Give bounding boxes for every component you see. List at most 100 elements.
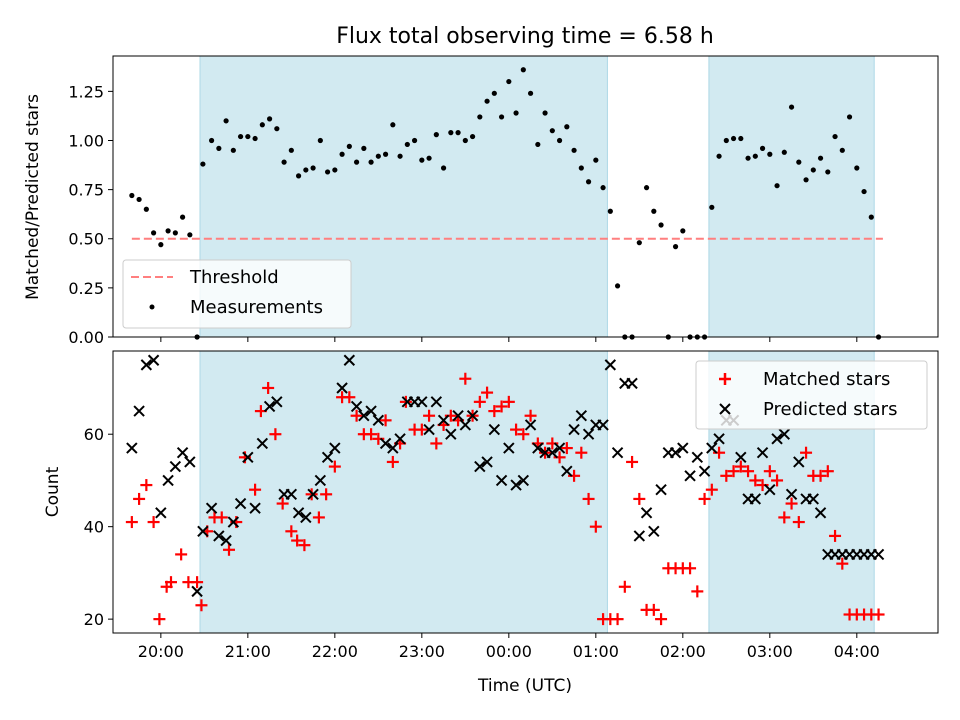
matched-star-point [633, 492, 646, 505]
matched-star-point [510, 423, 523, 436]
x-axis-label: Time (UTC) [477, 676, 572, 696]
xtick-label: 20:00 [138, 642, 184, 661]
predicted-star-point [256, 437, 269, 450]
measurement-point [158, 242, 164, 248]
measurement-point [803, 177, 809, 183]
bottom-y-axis-label: Count [43, 466, 63, 517]
measurement-point [165, 228, 171, 234]
matched-star-point [415, 423, 428, 436]
measurement-point [709, 204, 715, 210]
bottom-legend: Matched stars Predicted stars [695, 360, 928, 430]
top-x-ticks [160, 337, 858, 342]
matched-star-point [350, 409, 363, 422]
predicted-star-point [510, 479, 522, 491]
predicted-star-point [524, 419, 537, 431]
predicted-star-point [372, 414, 385, 427]
predicted-star-point [785, 488, 798, 501]
top-ytick-label: 1.25 [68, 82, 104, 101]
predicted-star-point [713, 433, 725, 445]
predicted-star-point [691, 451, 704, 464]
matched-star-point [195, 599, 208, 612]
measurement-point [643, 185, 650, 191]
predicted-star-point [249, 502, 261, 514]
predicted-star-point [640, 507, 653, 519]
measurement-point [796, 159, 802, 165]
predicted-legend-swatch [719, 403, 731, 415]
predicted-star-point [698, 465, 711, 477]
predicted-star-point [807, 493, 820, 505]
xtick-label: 22:00 [312, 642, 358, 661]
matched-star-point [320, 488, 333, 501]
matched-star-point [305, 488, 318, 501]
matched-star-point [626, 455, 639, 468]
bottom-plot-area [125, 354, 885, 626]
matched-star-point [215, 511, 228, 524]
matched-star-point [829, 529, 842, 542]
measurement-point [535, 141, 541, 148]
predicted-star-point [684, 470, 696, 482]
top-legend-box [122, 259, 352, 329]
predicted-star-point [481, 456, 493, 468]
measurement-point [658, 222, 664, 228]
matched-star-point [742, 465, 755, 478]
matched-star-point [720, 469, 733, 482]
matched-star-point [386, 455, 399, 468]
matched-star-point [153, 613, 166, 626]
measurement-point [295, 173, 302, 179]
matched-star-point [872, 608, 885, 621]
measurement-point [274, 126, 280, 132]
chart-title: Flux total observing time = 6.58 h [336, 24, 714, 49]
observing-window-1 [199, 350, 608, 634]
measurement-point [200, 161, 206, 167]
matched-star-point [291, 534, 304, 547]
xtick-label: 00:00 [486, 642, 532, 661]
matched-star-point [269, 428, 282, 441]
predicted-star-point [626, 377, 638, 390]
measurement-point [208, 137, 215, 144]
measurement-point [411, 137, 418, 144]
bottom-y-ticks: 20 40 60 [84, 425, 113, 629]
top-ytick-label: 0.25 [68, 279, 104, 298]
matched-legend-swatch [719, 373, 731, 385]
xtick-label: 23:00 [399, 642, 445, 661]
predicted-star-point [677, 442, 689, 454]
measurement-point [527, 90, 534, 96]
predicted-star-point [155, 507, 167, 519]
matched-star-point [582, 492, 595, 505]
measurement-point [817, 155, 824, 161]
measurement-point [564, 124, 570, 130]
predicted-star-point [387, 442, 399, 454]
measurement-point [469, 133, 476, 140]
matched-star-point [459, 372, 472, 385]
matched-star-point [298, 539, 311, 552]
measurement-point [426, 155, 432, 161]
predicted-star-point [271, 396, 283, 408]
predicted-star-point [445, 428, 457, 440]
measurement-point [484, 98, 490, 104]
predicted-star-point [706, 442, 718, 454]
measurement-point [498, 114, 505, 120]
predicted-star-point [749, 493, 762, 505]
measurement-point [150, 230, 157, 236]
predicted-star-point [459, 419, 472, 431]
matched-star-point [399, 395, 412, 408]
measurement-point [636, 240, 642, 246]
measurement-point [578, 165, 584, 171]
matched-star-point [560, 442, 573, 455]
measurement-point [846, 114, 853, 120]
measurement-point [651, 208, 657, 214]
matched-star-point [749, 474, 762, 487]
measurement-point [520, 67, 526, 73]
top-ytick-label: 0.75 [68, 181, 104, 200]
matched-star-point [705, 483, 718, 496]
predicted-star-point [147, 354, 160, 366]
measurement-point [614, 283, 621, 289]
measurement-point [375, 153, 381, 159]
matched-star-point [488, 405, 501, 418]
predicted-star-point [358, 410, 370, 422]
measurement-point [854, 165, 860, 171]
bottom-axes-frame [112, 350, 939, 634]
matched-star-point [727, 465, 740, 478]
measurement-point [353, 159, 360, 165]
